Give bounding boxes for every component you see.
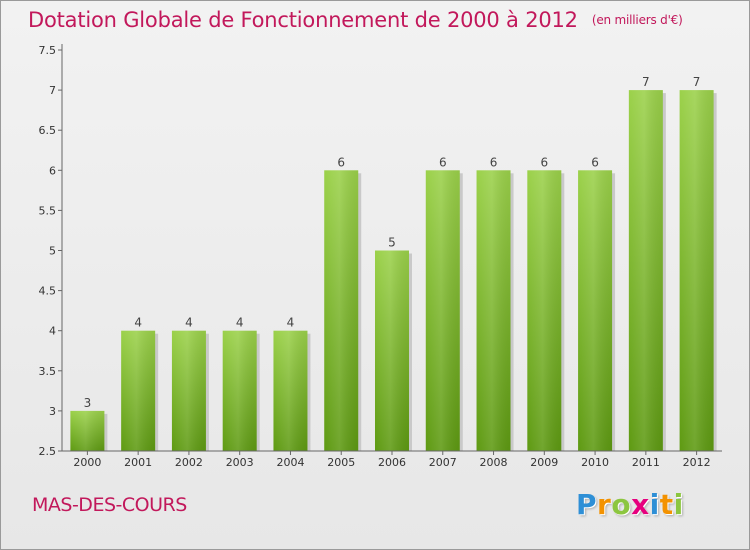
y-tick-label: 6.5 <box>39 124 57 137</box>
data-label: 4 <box>134 316 142 330</box>
data-label: 7 <box>642 75 650 89</box>
data-label: 7 <box>693 75 701 89</box>
axes-group: 2000 2001 2002 2003 2004 2005 2006 2007 2008 2009… <box>39 44 722 469</box>
bar-highlight <box>375 250 409 451</box>
bar-highlight <box>70 410 105 451</box>
data-label: 3 <box>84 396 92 410</box>
y-tick-label: 7.5 <box>39 44 57 57</box>
x-tick-label: 2006 <box>378 456 406 469</box>
data-label: 6 <box>591 155 599 169</box>
chart-title-text: Dotation Globale de Fonctionnement de 20… <box>28 8 578 32</box>
x-tick-label: 2009 <box>530 456 558 469</box>
y-tick-label: 4.5 <box>39 285 57 298</box>
y-tick-label: 7 <box>49 84 56 97</box>
y-tick-label: 6 <box>49 164 56 177</box>
bar-highlight <box>273 330 308 451</box>
logo-letter: x <box>631 488 650 521</box>
x-tick-label: 2008 <box>480 456 508 469</box>
bar-highlight <box>628 90 663 451</box>
y-tick-label: 5.5 <box>39 204 57 217</box>
y-tick-label: 2.5 <box>39 445 57 458</box>
y-tick-label: 3 <box>49 405 56 418</box>
bar-highlight <box>222 330 257 451</box>
data-label: 6 <box>439 155 447 169</box>
commune-name: MAS-DES-COURS <box>32 494 187 516</box>
bar-highlight <box>578 170 613 452</box>
logo-letter: P <box>576 488 598 521</box>
proxiti-logo[interactable]: Proxiti <box>576 488 684 521</box>
x-tick-label: 2004 <box>276 456 304 469</box>
logo-letter: t <box>659 488 674 521</box>
x-tick-label: 2002 <box>175 456 203 469</box>
bar-highlight <box>425 170 460 452</box>
y-tick-label: 5 <box>49 245 56 258</box>
bar-highlight <box>324 170 359 452</box>
logo-letter: r <box>597 488 612 521</box>
bar-highlight <box>171 330 206 451</box>
bar-highlight <box>527 170 562 452</box>
bars-group: 3 4 4 4 4 6 5 6 6 6 6 7 7 <box>70 75 717 452</box>
x-tick-label: 2001 <box>124 456 152 469</box>
logo-letter: o <box>611 488 632 521</box>
y-tick-label: 4 <box>49 325 56 338</box>
x-tick-label: 2007 <box>429 456 457 469</box>
data-label: 6 <box>540 155 548 169</box>
chart-title: Dotation Globale de Fonctionnement de 20… <box>28 8 683 32</box>
x-tick-label: 2012 <box>683 456 711 469</box>
data-label: 5 <box>388 236 396 250</box>
y-tick-label: 3.5 <box>39 365 57 378</box>
data-label: 6 <box>337 155 345 169</box>
data-label: 4 <box>287 316 295 330</box>
data-label: 6 <box>490 155 498 169</box>
bar-highlight <box>679 90 714 451</box>
x-tick-label: 2003 <box>226 456 254 469</box>
x-tick-label: 2000 <box>73 456 101 469</box>
logo-letter: i <box>649 488 660 521</box>
bar-highlight <box>476 170 511 452</box>
chart-subtitle: (en milliers d'€) <box>591 13 683 27</box>
x-tick-label: 2011 <box>632 456 660 469</box>
data-label: 4 <box>185 316 193 330</box>
logo-letter: i <box>673 488 684 521</box>
data-label: 4 <box>236 316 244 330</box>
x-tick-label: 2010 <box>581 456 609 469</box>
x-tick-label: 2005 <box>327 456 355 469</box>
bar-highlight <box>121 330 156 451</box>
